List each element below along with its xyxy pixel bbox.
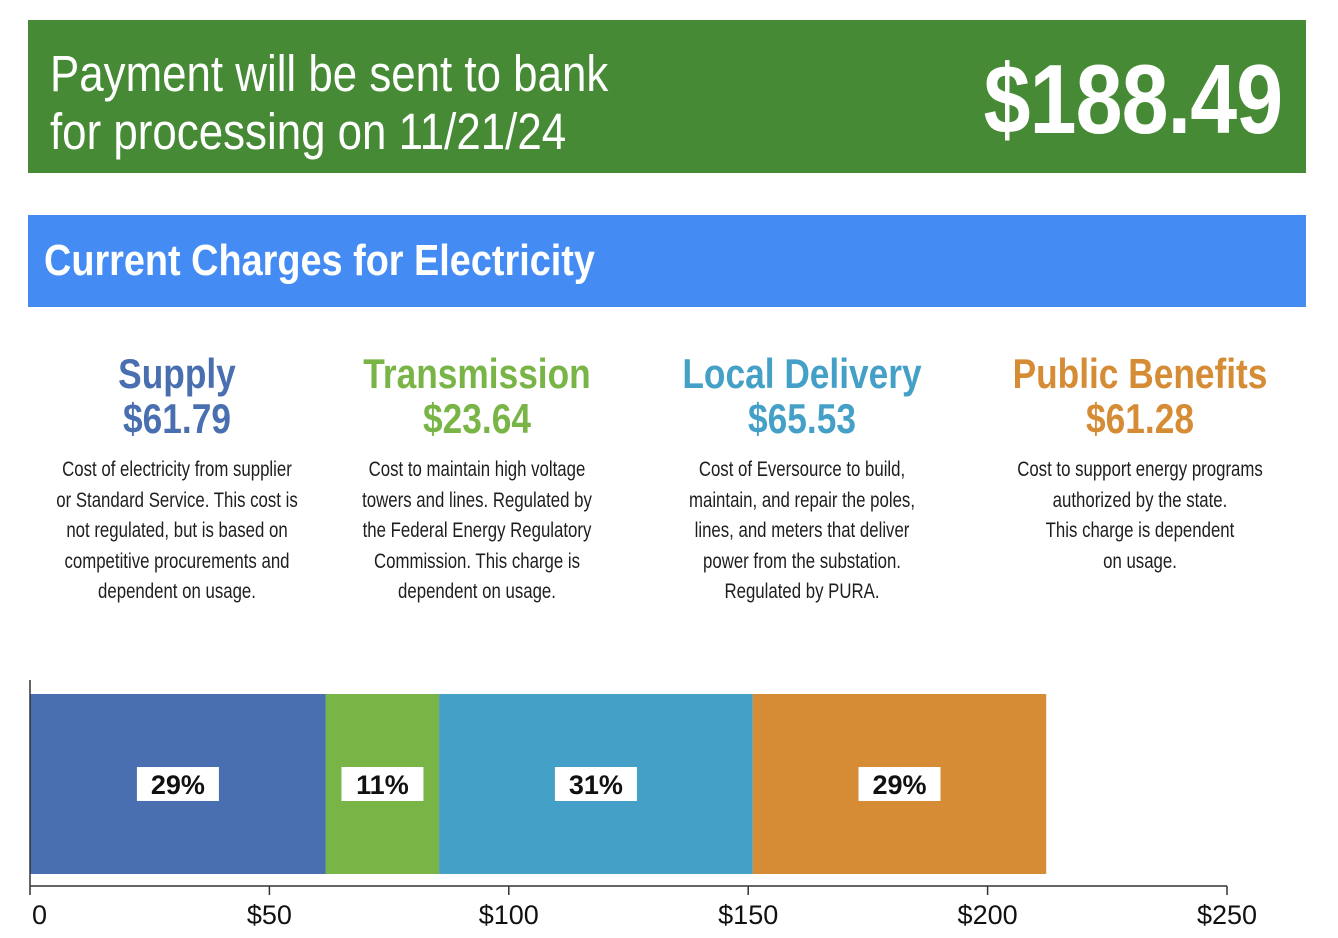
x-tick-label: $100 (479, 900, 539, 930)
x-tick-label: 0 (32, 900, 47, 930)
bar-percent-label: 29% (872, 770, 926, 800)
x-tick-label: $200 (958, 900, 1018, 930)
category-public-benefits: Public Benefits $61.28 Cost to support e… (980, 350, 1300, 577)
category-amount: $61.28 (1086, 394, 1194, 442)
category-amount: $23.64 (423, 394, 531, 442)
payment-message-line1: Payment will be sent to bank (50, 45, 609, 102)
bar-label-box (341, 767, 424, 801)
category-name: Local Delivery (682, 350, 922, 397)
category-amount: $65.53 (748, 394, 856, 442)
category-name: Transmission (363, 350, 591, 397)
bar-label-box (554, 767, 637, 801)
section-title: Current Charges for Electricity (44, 236, 595, 285)
category-supply: Supply $61.79 Cost of electricity from s… (17, 350, 337, 608)
bar-percent-label: 11% (356, 770, 409, 800)
category-description: Cost of electricity from supplier or Sta… (56, 458, 298, 604)
payment-banner: Payment will be sent to bank for process… (28, 20, 1306, 173)
charges-stacked-bar-chart: 29% 11% 31% 29% 0 $50 $100 $150 $200 $250 (29, 680, 1257, 930)
bar-label-box (858, 767, 941, 801)
payment-message: Payment will be sent to bank for process… (50, 45, 608, 161)
category-name: Public Benefits (1012, 350, 1268, 397)
x-tick-label: $150 (718, 900, 778, 930)
payment-message-line2: for processing on 11/21/24 (50, 103, 567, 161)
category-description: Cost to support energy programs authoriz… (1017, 458, 1263, 573)
category-local-delivery: Local Delivery $65.53 Cost of Eversource… (642, 350, 962, 608)
bar-percent-label: 31% (569, 770, 623, 800)
x-tick-label: $250 (1197, 900, 1257, 930)
category-name: Supply (118, 350, 236, 397)
payment-amount: $188.49 (983, 44, 1282, 154)
bar-label-box (136, 767, 219, 801)
section-header: Current Charges for Electricity (28, 215, 1306, 307)
category-transmission: Transmission $23.64 Cost to maintain hig… (317, 350, 637, 608)
x-tick-label: $50 (247, 900, 292, 930)
category-description: Cost of Eversource to build, maintain, a… (688, 458, 915, 604)
bar-percent-label: 29% (151, 770, 205, 800)
category-amount: $61.79 (123, 394, 231, 442)
category-description: Cost to maintain high voltage towers and… (362, 458, 592, 604)
